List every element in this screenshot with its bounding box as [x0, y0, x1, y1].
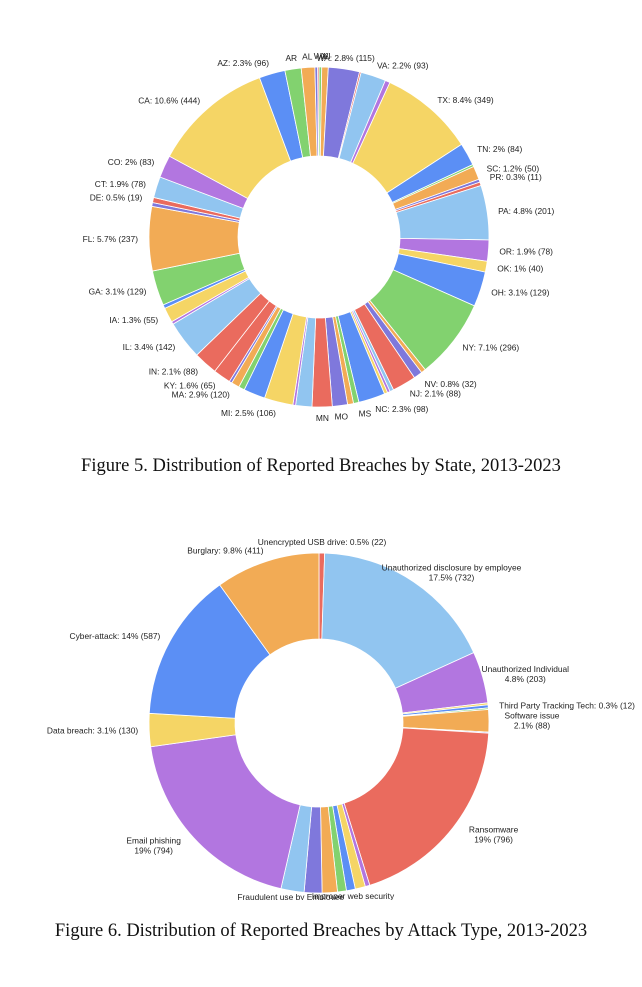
- label-va: VA: 2.2% (93): [377, 61, 429, 71]
- label-nj: NJ: 2.1% (88): [410, 389, 461, 399]
- label-nc: NC: 2.3% (98): [375, 404, 428, 414]
- label-ca: CA: 10.6% (444): [138, 96, 200, 106]
- slice-email-phishing: [150, 734, 301, 890]
- label-nv: NV: 0.8% (32): [424, 379, 476, 389]
- label-or: OR: 1.9% (78): [499, 247, 553, 257]
- label-pa: PA: 4.8% (201): [498, 206, 554, 216]
- label-fraudulent-use-by-employee: Fraudulent use by Employee2.2% (91): [237, 892, 344, 900]
- figure-6-caption: Figure 6. Distribution of Reported Breac…: [54, 921, 588, 941]
- label-burglary: Burglary: 9.8% (411): [187, 546, 263, 556]
- slice-burglary: [219, 552, 320, 656]
- label-ny: NY: 7.1% (296): [462, 342, 519, 352]
- label-ms: MS: [359, 409, 372, 419]
- label-software-issue: Software issue 2.1% (88): [505, 711, 560, 731]
- label-wi: WI: [320, 51, 330, 61]
- label-in: IN: 2.1% (88): [149, 367, 199, 377]
- label-unauthorized-individual: Unauthorized Individual 4.8% (203): [482, 664, 570, 684]
- label-oh: OH: 3.1% (129): [491, 288, 549, 298]
- label-tn: TN: 2% (84): [477, 144, 522, 154]
- attack-type-donut-chart: Unencrypted USB drive: 0.5% (22) Unauthor…: [47, 537, 635, 900]
- label-ma: MA: 2.9% (120): [172, 390, 230, 400]
- label-sc: SC: 1.2% (50): [487, 164, 540, 174]
- label-ok: OK: 1% (40): [497, 264, 543, 274]
- label-mi: MI: 2.5% (106): [221, 408, 276, 418]
- label-ct: CT: 1.9% (78): [95, 179, 146, 189]
- label-unencrypted-usb-drive: Unencrypted USB drive: 0.5% (22): [258, 537, 387, 547]
- label-unauthorized-disclosure-by-employee: Unauthorized disclosure by employee 17.5%…: [382, 562, 522, 582]
- label-ar: AR: [285, 53, 297, 63]
- label-ransomware: Ransomware 19% (796): [469, 824, 519, 844]
- label-ky: KY: 1.6% (65): [164, 381, 216, 391]
- slice-unauthorized-disclosure-by-employee: [321, 552, 475, 689]
- label-tx: TX: 8.4% (349): [437, 95, 494, 105]
- label-email-phishing: Email phishing 19% (794): [126, 835, 181, 855]
- label-fl: FL: 5.7% (237): [83, 234, 139, 244]
- label-pr: PR: 0.3% (11): [490, 172, 542, 182]
- label-cyber-attack: Cyber-attack: 14% (587): [70, 631, 161, 641]
- slice-segment-52: [317, 66, 320, 157]
- label-al: AL: [302, 51, 313, 61]
- label-third-party-tracking-tech: Third Party Tracking Tech: 0.3% (12): [499, 700, 635, 710]
- label-de: DE: 0.5% (19): [90, 193, 143, 203]
- label-improper-web-security: Improper web security1.9% (79): [312, 891, 395, 900]
- slice-ransomware: [343, 727, 490, 886]
- label-mn: MN: [316, 413, 329, 423]
- label-az: AZ: 2.3% (96): [217, 58, 269, 68]
- figure-5-caption: Figure 5. Distribution of Reported Breac…: [81, 456, 561, 476]
- label-wa: WA: 2.8% (115): [317, 53, 375, 63]
- label-wy: WY: [314, 51, 328, 61]
- label-ia: IA: 1.3% (55): [109, 315, 158, 325]
- label-ga: GA: 3.1% (129): [89, 287, 147, 297]
- label-mo: MO: [335, 412, 349, 422]
- label-co: CO: 2% (83): [108, 157, 155, 167]
- label-il: IL: 3.4% (142): [123, 342, 176, 352]
- label-data-breach: Data breach: 3.1% (130): [47, 726, 138, 736]
